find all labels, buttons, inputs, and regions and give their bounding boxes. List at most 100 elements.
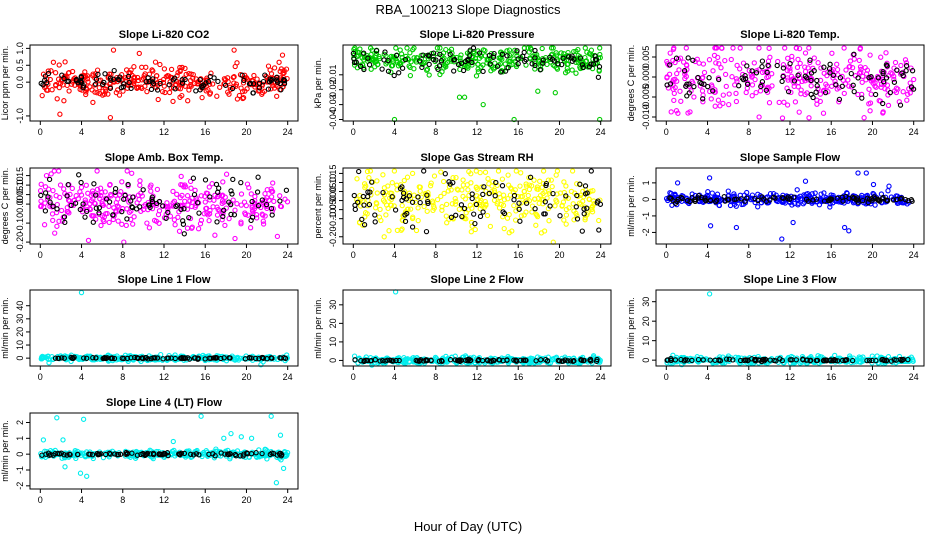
- data-point: [896, 353, 903, 360]
- data-point: [277, 68, 283, 75]
- data-point: [803, 196, 810, 202]
- data-point: [685, 110, 691, 116]
- data-point: [726, 356, 732, 362]
- data-point: [723, 83, 729, 90]
- data-point: [78, 74, 85, 81]
- data-point: [443, 46, 449, 53]
- data-point: [263, 203, 270, 210]
- data-point: [77, 206, 83, 213]
- data-point: [885, 188, 891, 194]
- y-tick-label: -0.03: [328, 94, 338, 115]
- data-point: [404, 174, 411, 180]
- data-point: [788, 73, 795, 79]
- data-point: [482, 169, 489, 175]
- data-point: [53, 82, 59, 88]
- data-point: [230, 197, 236, 203]
- data-point: [474, 193, 480, 199]
- data-point: [756, 45, 762, 51]
- data-point: [511, 202, 517, 209]
- data-point: [352, 202, 358, 208]
- data-point: [533, 358, 539, 364]
- data-point: [182, 65, 188, 72]
- y-tick-label: -1.0: [15, 108, 25, 124]
- data-point: [507, 58, 513, 64]
- data-point: [870, 181, 877, 188]
- data-point: [482, 47, 488, 54]
- data-point: [888, 70, 894, 76]
- data-point: [673, 55, 680, 61]
- data-point: [228, 211, 234, 218]
- data-point: [399, 58, 406, 64]
- data-point: [106, 199, 113, 205]
- data-point: [851, 88, 857, 95]
- data-point: [211, 197, 217, 203]
- data-point: [759, 79, 766, 85]
- data-point: [232, 207, 238, 213]
- data-point: [452, 195, 458, 202]
- data-point: [687, 198, 693, 205]
- data-point: [749, 68, 755, 74]
- data-point: [248, 191, 254, 197]
- data-point: [833, 82, 839, 88]
- data-point: [850, 355, 857, 361]
- data-point: [683, 45, 689, 51]
- data-point: [420, 52, 426, 58]
- data-point: [451, 68, 457, 74]
- data-point: [565, 68, 571, 74]
- data-point: [234, 201, 240, 207]
- data-point: [506, 211, 512, 218]
- data-point: [102, 189, 108, 195]
- data-point: [120, 84, 126, 90]
- y-tick-label: 2: [15, 420, 25, 425]
- data-point: [239, 88, 246, 95]
- data-point: [377, 206, 383, 213]
- data-point: [94, 90, 100, 96]
- data-point: [365, 189, 371, 195]
- x-tick-label: 12: [785, 372, 795, 382]
- data-point: [242, 356, 248, 362]
- y-tick-label: 1.0: [15, 42, 25, 55]
- data-point: [569, 168, 576, 174]
- data-point: [263, 201, 270, 208]
- y-axis-label: degrees C per min.: [626, 45, 636, 122]
- data-point: [389, 180, 395, 186]
- data-point: [174, 202, 181, 208]
- data-point: [148, 86, 155, 93]
- panel-title: Slope Li-820 Pressure: [420, 29, 535, 41]
- data-point: [150, 450, 157, 457]
- data-point: [149, 196, 155, 202]
- data-point: [178, 173, 184, 180]
- data-point: [238, 202, 244, 208]
- data-point: [681, 68, 688, 74]
- y-tick-label: 20: [328, 318, 338, 328]
- data-point: [574, 192, 580, 199]
- data-point: [277, 203, 284, 209]
- data-point: [426, 61, 432, 68]
- data-point: [188, 451, 194, 457]
- data-point: [103, 86, 109, 92]
- data-point: [135, 84, 142, 90]
- data-point: [268, 205, 275, 212]
- data-points: [38, 47, 290, 121]
- data-point: [263, 73, 269, 80]
- y-tick-label: 20: [641, 316, 651, 326]
- data-point: [690, 57, 696, 63]
- data-point: [532, 196, 538, 202]
- data-point: [523, 209, 529, 215]
- data-point: [592, 56, 599, 62]
- data-point: [808, 77, 814, 84]
- data-point: [698, 194, 704, 201]
- data-point: [522, 58, 528, 65]
- data-point: [751, 60, 757, 66]
- x-tick-label: 20: [241, 250, 251, 260]
- data-point: [395, 63, 402, 69]
- data-point: [434, 45, 441, 51]
- data-point: [807, 57, 813, 63]
- data-point: [56, 84, 62, 91]
- data-point: [152, 355, 158, 361]
- data-point: [581, 206, 587, 212]
- data-point: [505, 172, 511, 178]
- data-point: [81, 74, 87, 80]
- data-point: [730, 45, 736, 51]
- x-tick-label: 16: [200, 127, 210, 137]
